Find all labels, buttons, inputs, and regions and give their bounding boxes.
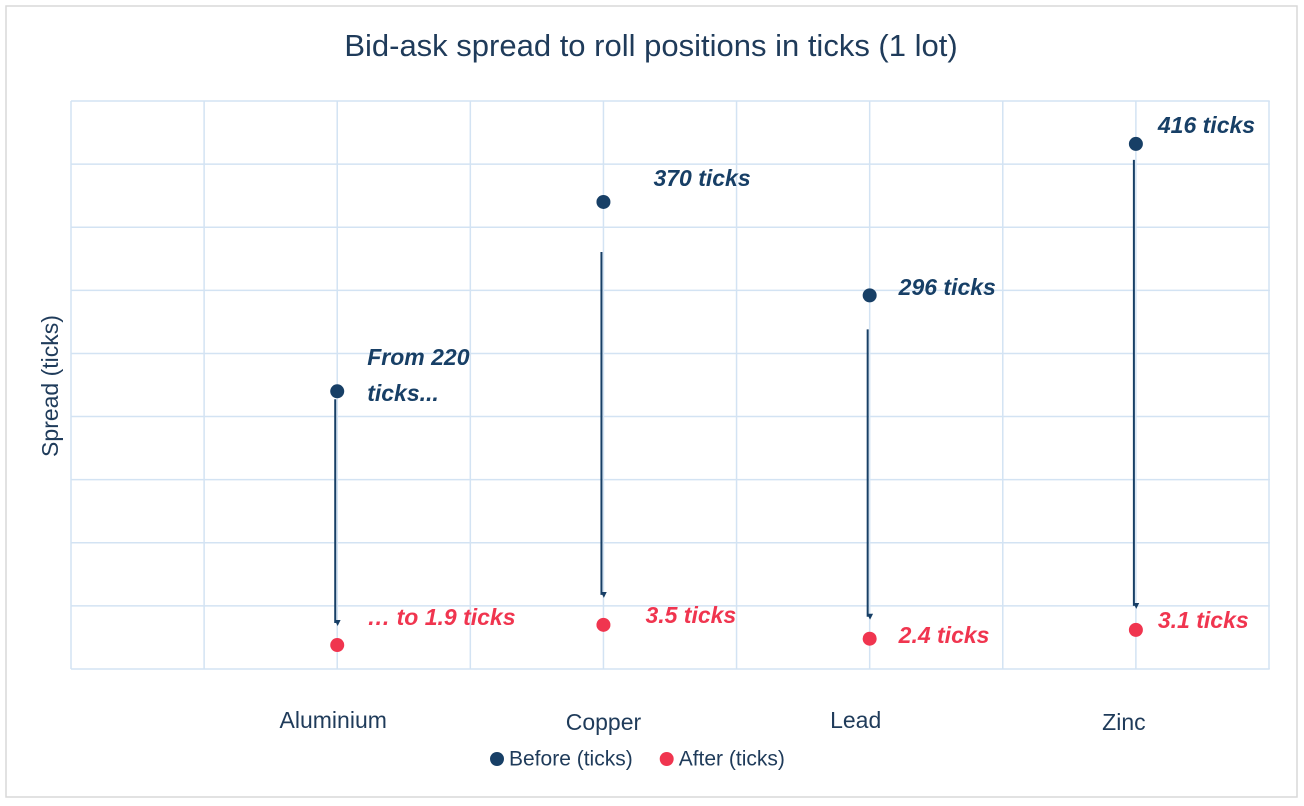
data-label: 2.4 ticks (898, 621, 990, 648)
legend-label: After (ticks) (679, 748, 785, 771)
data-point (862, 631, 877, 646)
data-label: … to 1.9 ticks (367, 604, 516, 631)
data-point (1128, 136, 1143, 151)
legend-marker (490, 752, 504, 766)
chart-border (5, 5, 1298, 798)
y-axis-label: Spread (ticks) (37, 315, 63, 457)
data-point (330, 638, 345, 653)
data-point (1128, 622, 1143, 637)
data-label: 296 ticks (898, 274, 996, 301)
x-tick-label: Lead (830, 707, 881, 733)
data-label: 416 ticks (1157, 111, 1256, 138)
data-label: 3.5 ticks (645, 601, 737, 628)
data-point (596, 194, 611, 209)
data-label: 370 ticks (653, 164, 751, 191)
data-point (596, 617, 611, 632)
x-tick-label: Copper (566, 709, 642, 735)
x-tick-label: Aluminium (280, 707, 387, 733)
legend-label: Before (ticks) (509, 748, 633, 771)
x-tick-label: Zinc (1102, 709, 1145, 735)
legend-marker (659, 752, 674, 766)
data-point (862, 288, 877, 303)
data-label: From 220 ticks... (367, 344, 470, 407)
data-point (330, 384, 345, 399)
data-label: 3.1 ticks (1157, 606, 1249, 633)
chart-title: Bid-ask spread to roll positions in tick… (344, 28, 957, 63)
